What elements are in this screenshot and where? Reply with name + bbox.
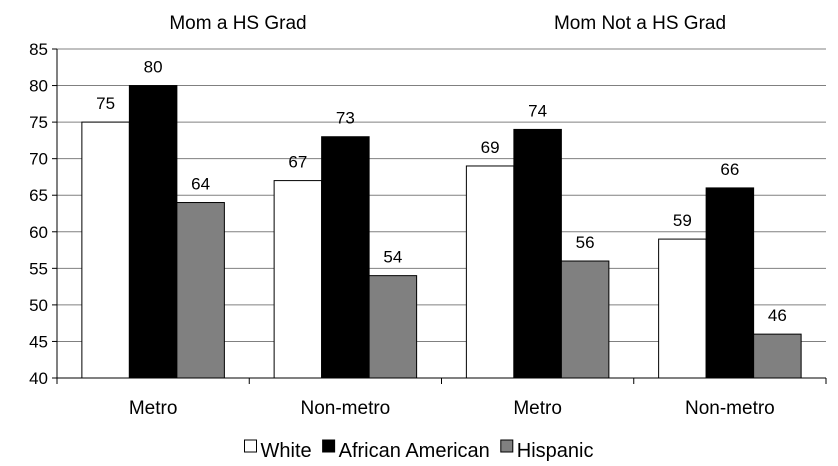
data-label: 80 [144, 58, 163, 77]
legend-swatch-african-american [322, 439, 336, 453]
x-category-label: Non-metro [301, 398, 391, 419]
bar-hispanic [753, 333, 802, 379]
legend-label-african-american: African American [339, 440, 490, 462]
x-category-label: Metro [129, 398, 178, 419]
legend-swatch-white [244, 439, 257, 453]
y-tick-label: 65 [29, 186, 48, 205]
y-tick-label: 75 [29, 113, 48, 132]
y-tick-label: 70 [29, 150, 48, 169]
x-axis: Metro Non-metro Metro Non-metro [56, 377, 827, 419]
bar-white [81, 121, 130, 379]
x-category-label: Non-metro [685, 398, 775, 419]
y-tick-label: 40 [29, 369, 48, 388]
data-label: 69 [481, 138, 500, 157]
y-tick-label: 80 [29, 77, 48, 96]
bar-african-american [321, 136, 370, 379]
data-label: 73 [336, 109, 355, 128]
bar-african-american [513, 128, 562, 379]
legend-swatch-hispanic [500, 439, 514, 453]
bar-hispanic [368, 275, 418, 379]
bar-hispanic [176, 202, 225, 379]
y-tick-label: 60 [29, 223, 48, 242]
legend-label-white: White [261, 440, 312, 462]
data-label: 54 [383, 248, 402, 267]
legend: White African American Hispanic [244, 439, 594, 462]
data-label: 74 [528, 101, 547, 120]
data-label: 75 [96, 94, 115, 113]
legend-label-hispanic: Hispanic [517, 440, 594, 462]
group-title-hs-grad: Mom a HS Grad [169, 13, 306, 34]
data-label: 46 [768, 306, 787, 325]
data-label: 64 [191, 175, 210, 194]
bar-white [658, 238, 707, 379]
x-category-label: Metro [513, 398, 562, 419]
y-axis: 40 45 50 55 60 65 70 75 80 85 [29, 40, 58, 388]
bar-white [273, 180, 323, 379]
data-label: 56 [576, 233, 595, 252]
data-label: 59 [673, 211, 692, 230]
bar-african-american [705, 187, 755, 379]
data-labels: 75 80 64 67 73 54 69 74 56 59 66 46 [96, 58, 787, 326]
y-tick-label: 45 [29, 332, 48, 351]
group-title-not-hs-grad: Mom Not a HS Grad [554, 13, 726, 34]
data-label: 66 [720, 160, 739, 179]
bar-hispanic [560, 260, 610, 379]
data-label: 67 [288, 153, 307, 172]
bars [81, 85, 802, 379]
y-tick-label: 55 [29, 259, 48, 278]
bar-african-american [128, 85, 178, 379]
y-tick-label: 85 [29, 40, 48, 59]
y-tick-label: 50 [29, 296, 48, 315]
bar-white [465, 165, 515, 379]
